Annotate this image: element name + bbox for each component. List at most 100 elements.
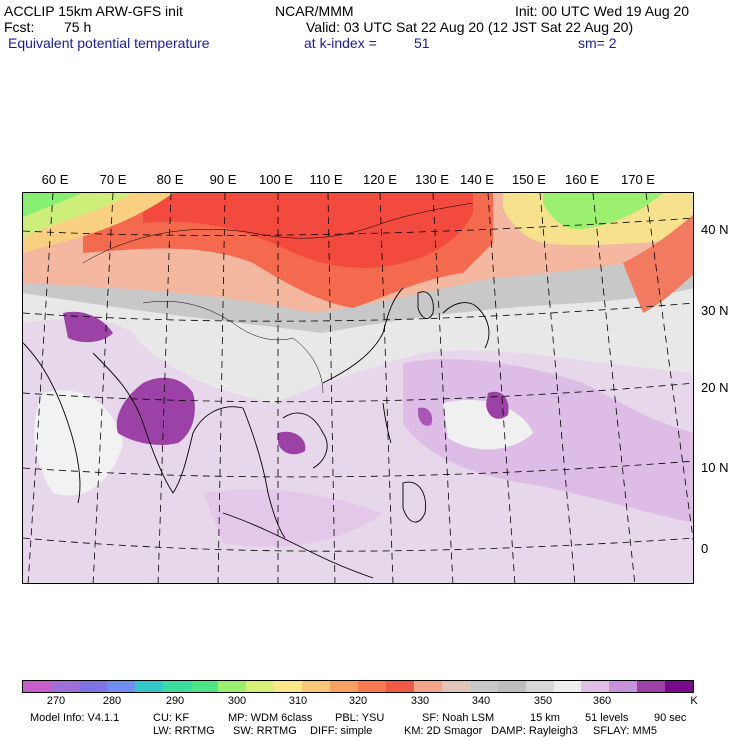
lon-label-110e: 110 E [309,172,343,187]
colorbar-swatch-8 [246,681,275,692]
parallel-30n [23,302,693,322]
colorbar-swatch-15 [441,681,470,692]
colorbar-tick-300: 300 [227,695,247,707]
colorbar-swatch-0 [23,681,51,692]
lon-label-70e: 70 E [99,172,127,187]
colorbar-swatch-11 [330,681,359,692]
meridian-140e [487,193,516,583]
footer-cu: CU: KF [153,712,190,724]
coastline-sumatra-java [222,512,374,579]
colorbar-swatch-23 [665,681,694,692]
indian-ocean-lavender [203,489,383,547]
green-west [23,193,83,217]
colorbar-swatch-2 [78,681,107,692]
colorbar-swatch-19 [553,681,582,692]
border-himalaya [142,300,294,341]
lon-label-170e: 170 E [621,172,655,187]
scs-patch [443,399,533,450]
border-northern [82,202,474,264]
footer-sflay: SFLAY: MM5 [593,725,657,737]
monsoon-core-bay [116,377,195,445]
init-time: Init: 00 UTC Wed 19 Aug 20 [515,3,690,19]
level-value: 51 [414,35,430,51]
colorbar-swatch-16 [469,681,498,692]
lon-label-140e: 140 E [460,172,494,187]
footer-levels: 51 levels [585,712,629,724]
colorbar-swatch-7 [218,681,247,692]
coastline-japan [442,302,490,349]
coastline-china [322,287,404,384]
lon-label-150e: 150 E [512,172,546,187]
monsoon-core-north-india [63,311,113,343]
coastline-philippines [402,481,426,523]
lon-label-160e: 160 E [565,172,599,187]
meridian-70e [92,193,114,583]
level-label: at k-index = [304,35,377,51]
hot-core [143,193,473,268]
colorbar-swatch-20 [581,681,610,692]
footer-mp: MP: WDM 6class [228,712,313,724]
colorbar-swatch-14 [413,681,442,692]
lon-label-130e: 130 E [415,172,449,187]
coastline-korea [417,291,434,319]
colorbar-swatch-9 [274,681,303,692]
colorbar-swatch-4 [134,681,163,692]
footer-km: KM: 2D Smagor [404,725,483,737]
colorbar-tick-340: 340 [471,695,491,707]
meridian-90e [217,193,226,583]
colorbar-swatch-6 [190,681,219,692]
footer-pbl: PBL: YSU [335,712,385,724]
meridian-150e [539,193,576,583]
parallel-20n [23,382,693,403]
forecast-hour: 75 h [64,19,92,35]
colorbar-swatch-17 [497,681,526,692]
footer-model-info: Model Info: V4.1.1 [30,712,120,724]
colorbar-tick-290: 290 [165,695,185,707]
border-china-southeast-asia [292,337,324,394]
meridian-170e [645,193,693,542]
footer-diff: DIFF: simple [310,725,373,737]
valid-time: Valid: 03 UTC Sat 22 Aug 20 (12 JST Sat … [306,19,634,35]
colorbar-swatch-12 [358,681,386,692]
coastline-taiwan [382,402,392,444]
lon-label-90e: 90 E [209,172,237,187]
red-streak-pacific [623,214,693,313]
graticule [23,193,693,583]
footer-lw: LW: RRTMG [153,725,215,737]
parallel-10n [23,460,693,478]
lon-label-60e: 60 E [41,172,69,187]
lat-label-20n: 20 N [701,380,729,395]
footer-resolution: 15 km [530,712,560,724]
coastline-malay [242,407,286,539]
parallel-equator [23,537,693,552]
colorbar-tick-330: 330 [410,695,430,707]
meridian-110e [327,193,336,583]
lat-label-40n: 40 N [701,222,729,237]
meridian-130e [432,193,454,583]
colorbar [22,680,694,693]
pacific-lavender [403,359,693,523]
colorbar-unit: K [690,695,698,707]
coastline-indochina [282,412,328,469]
lon-label-100e: 100 E [259,172,293,187]
colorbar-swatch-3 [106,681,135,692]
lat-label-10n: 10 N [701,460,729,475]
model-title: ACCLIP 15km ARW-GFS init [4,3,183,19]
coastline-india [92,352,244,494]
colorbar-tick-280: 280 [102,695,122,707]
lat-label-0: 0 [701,541,709,556]
colorbar-tick-350: 350 [533,695,553,707]
colorbar-tick-310: 310 [288,695,308,707]
meridian-60e [27,193,54,583]
lon-label-120e: 120 E [363,172,397,187]
coastline-arabia [23,342,81,504]
colorbar-swatch-10 [302,681,331,692]
forecast-label: Fcst: [4,19,35,35]
colorbar-swatch-1 [50,681,79,692]
field-name: Equivalent potential temperature [8,35,210,51]
arabian-sea-patch [34,390,123,496]
footer-timestep: 90 sec [654,712,687,724]
footer-damp: DAMP: Rayleigh3 [491,725,578,737]
colorbar-tick-320: 320 [348,695,368,707]
footer-sf: SF: Noah LSM [422,712,495,724]
